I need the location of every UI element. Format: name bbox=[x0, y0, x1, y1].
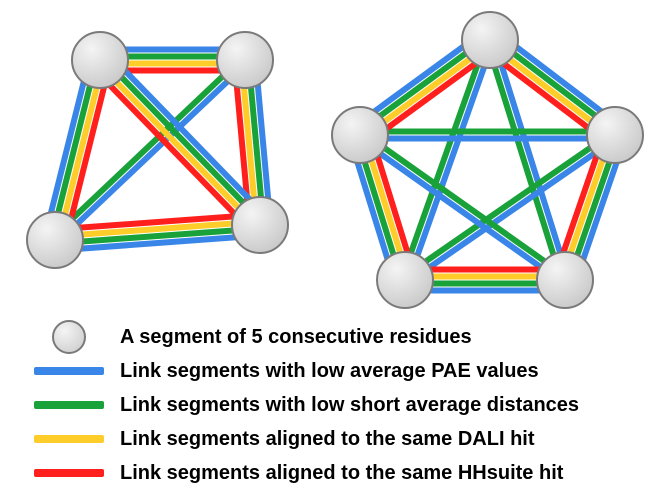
graph-svg bbox=[0, 0, 665, 330]
legend-row: Link segments with low short average dis… bbox=[30, 388, 579, 422]
legend-label: Link segments aligned to the same HHsuit… bbox=[120, 462, 563, 485]
node-circle bbox=[72, 32, 128, 88]
legend-row: A segment of 5 consecutive residues bbox=[30, 320, 579, 354]
legend-row: Link segments aligned to the same HHsuit… bbox=[30, 456, 579, 490]
node-circle bbox=[377, 252, 433, 308]
green-line-icon bbox=[34, 401, 104, 409]
node-circle bbox=[587, 107, 643, 163]
node-circle bbox=[462, 12, 518, 68]
edges-layer bbox=[45, 32, 625, 291]
legend-line-icon bbox=[30, 388, 108, 422]
node-circle bbox=[332, 107, 388, 163]
legend: A segment of 5 consecutive residues Link … bbox=[30, 320, 579, 490]
diagram-canvas: A segment of 5 consecutive residues Link … bbox=[0, 0, 665, 500]
node-circle bbox=[27, 212, 83, 268]
legend-label: A segment of 5 consecutive residues bbox=[120, 326, 472, 349]
legend-label: Link segments with low short average dis… bbox=[120, 394, 579, 417]
legend-line-icon bbox=[30, 422, 108, 456]
node-circle bbox=[217, 32, 273, 88]
legend-label: Link segments aligned to the same DALI h… bbox=[120, 428, 535, 451]
blue-line-icon bbox=[34, 367, 104, 375]
edge-yellow bbox=[97, 62, 257, 227]
legend-node-icon bbox=[30, 320, 108, 354]
legend-line-icon bbox=[30, 354, 108, 388]
node-circle bbox=[232, 197, 288, 253]
legend-line-icon bbox=[30, 456, 108, 490]
node-icon bbox=[52, 320, 86, 354]
red-line-icon bbox=[34, 469, 104, 477]
legend-row: Link segments aligned to the same DALI h… bbox=[30, 422, 579, 456]
legend-label: Link segments with low average PAE value… bbox=[120, 360, 539, 383]
yellow-line-icon bbox=[34, 435, 104, 443]
edge-red bbox=[92, 67, 252, 232]
legend-row: Link segments with low average PAE value… bbox=[30, 354, 579, 388]
node-circle bbox=[537, 252, 593, 308]
nodes-layer bbox=[27, 12, 643, 308]
